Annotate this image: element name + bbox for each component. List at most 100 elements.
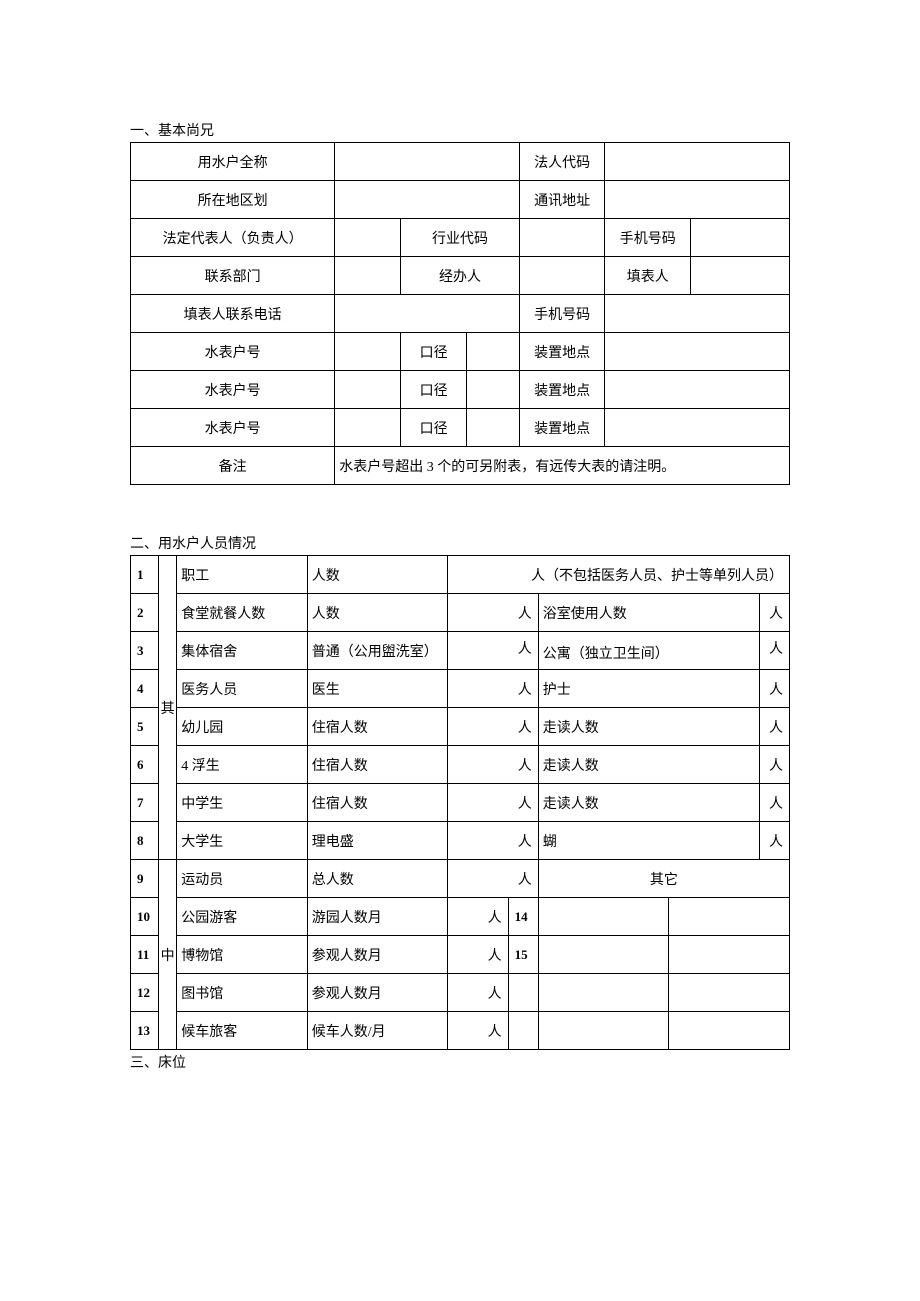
value-cell[interactable] — [519, 219, 605, 257]
value-cell[interactable] — [605, 295, 790, 333]
label: 大学生 — [177, 822, 308, 860]
label: 理电盛 — [307, 822, 448, 860]
table-row: 1 其 职工 人数 人（不包括医务人员、护士等单列人员） — [131, 556, 790, 594]
value-cell[interactable] — [605, 181, 790, 219]
label: 中学生 — [177, 784, 308, 822]
value-cell[interactable] — [538, 898, 669, 936]
value-cell[interactable] — [538, 936, 669, 974]
unit: 人 — [448, 784, 538, 822]
label: 经办人 — [401, 257, 520, 295]
row-number: 15 — [508, 936, 538, 974]
unit: 人 — [448, 708, 538, 746]
unit: 人 — [448, 974, 508, 1012]
table-row: 8 大学生 理电盛 人 蝴 人 — [131, 822, 790, 860]
value-cell[interactable] — [335, 143, 520, 181]
value-cell[interactable] — [335, 181, 520, 219]
label: 备注 — [131, 447, 335, 485]
unit: 人 — [759, 708, 789, 746]
label: 医务人员 — [177, 670, 308, 708]
table-row: 11 博物馆 参观人数月 人 15 — [131, 936, 790, 974]
value-cell[interactable] — [669, 936, 790, 974]
value-cell[interactable] — [335, 295, 520, 333]
unit: 人 — [448, 1012, 508, 1050]
vertical-label-2: 中 — [159, 860, 177, 1050]
value-cell[interactable] — [335, 333, 401, 371]
label: 住宿人数 — [307, 708, 448, 746]
label: 法定代表人（负责人） — [131, 219, 335, 257]
label: 口径 — [401, 409, 467, 447]
label: 用水户全称 — [131, 143, 335, 181]
label: 人（不包括医务人员、护士等单列人员） — [448, 556, 790, 594]
label: 通讯地址 — [519, 181, 605, 219]
label: 参观人数月 — [307, 936, 448, 974]
label: 护士 — [538, 670, 759, 708]
row-number: 11 — [131, 936, 159, 974]
value-cell[interactable] — [669, 1012, 790, 1050]
value-cell[interactable] — [691, 257, 790, 295]
section2-title: 二、用水户人员情况 — [130, 533, 790, 553]
table-row: 法定代表人（负责人） 行业代码 手机号码 — [131, 219, 790, 257]
label: 行业代码 — [401, 219, 520, 257]
value-cell[interactable] — [335, 257, 401, 295]
label: 运动员 — [177, 860, 308, 898]
label: 食堂就餐人数 — [177, 594, 308, 632]
label: 公园游客 — [177, 898, 308, 936]
value-cell[interactable] — [467, 371, 520, 409]
value-cell[interactable] — [605, 143, 790, 181]
label: 其它 — [538, 860, 789, 898]
label: 幼儿园 — [177, 708, 308, 746]
value-cell[interactable] — [605, 371, 790, 409]
unit: 人 — [759, 746, 789, 784]
label: 填表人 — [605, 257, 691, 295]
row-number: 4 — [131, 670, 159, 708]
value-cell[interactable] — [669, 898, 790, 936]
value-cell[interactable] — [335, 371, 401, 409]
label: 4 浮生 — [177, 746, 308, 784]
value-cell[interactable] — [508, 974, 538, 1012]
row-number: 5 — [131, 708, 159, 746]
label: 口径 — [401, 371, 467, 409]
label: 人数 — [307, 594, 448, 632]
value-cell[interactable] — [335, 219, 401, 257]
value-cell[interactable] — [605, 409, 790, 447]
value-cell[interactable] — [538, 974, 669, 1012]
value-cell[interactable] — [519, 257, 605, 295]
row-number: 12 — [131, 974, 159, 1012]
label: 候车人数/月 — [307, 1012, 448, 1050]
label: 参观人数月 — [307, 974, 448, 1012]
row-number: 2 — [131, 594, 159, 632]
label: 走读人数 — [538, 746, 759, 784]
value-cell[interactable] — [508, 1012, 538, 1050]
section3-title: 三、床位 — [130, 1052, 790, 1072]
label: 填表人联系电话 — [131, 295, 335, 333]
table-row: 联系部门 经办人 填表人 — [131, 257, 790, 295]
unit: 人 — [759, 822, 789, 860]
label: 水表户号 — [131, 409, 335, 447]
label: 手机号码 — [605, 219, 691, 257]
label: 图书馆 — [177, 974, 308, 1012]
value-cell[interactable] — [538, 1012, 669, 1050]
label: 医生 — [307, 670, 448, 708]
table-row: 3 集体宿舍 普通（公用盥洗室） 人 公寓（独立卫生间） 人 — [131, 632, 790, 670]
table-row: 所在地区划 通讯地址 — [131, 181, 790, 219]
value-cell[interactable] — [691, 219, 790, 257]
label: 所在地区划 — [131, 181, 335, 219]
value-cell[interactable] — [467, 409, 520, 447]
value-cell[interactable] — [605, 333, 790, 371]
unit: 人 — [448, 746, 538, 784]
unit: 人 — [448, 898, 508, 936]
label: 手机号码 — [519, 295, 605, 333]
unit: 人 — [448, 936, 508, 974]
unit: 人 — [759, 784, 789, 822]
value-cell[interactable] — [669, 974, 790, 1012]
row-number: 6 — [131, 746, 159, 784]
unit: 人 — [759, 594, 789, 632]
label: 装置地点 — [519, 409, 605, 447]
note-cell: 水表户号超出 3 个的可另附表，有远传大表的请注明。 — [335, 447, 790, 485]
personnel-table: 1 其 职工 人数 人（不包括医务人员、护士等单列人员） 2 食堂就餐人数 人数… — [130, 555, 790, 1050]
label: 人数 — [307, 556, 448, 594]
value-cell[interactable] — [467, 333, 520, 371]
unit: 人 — [448, 594, 538, 632]
value-cell[interactable] — [335, 409, 401, 447]
label: 走读人数 — [538, 708, 759, 746]
